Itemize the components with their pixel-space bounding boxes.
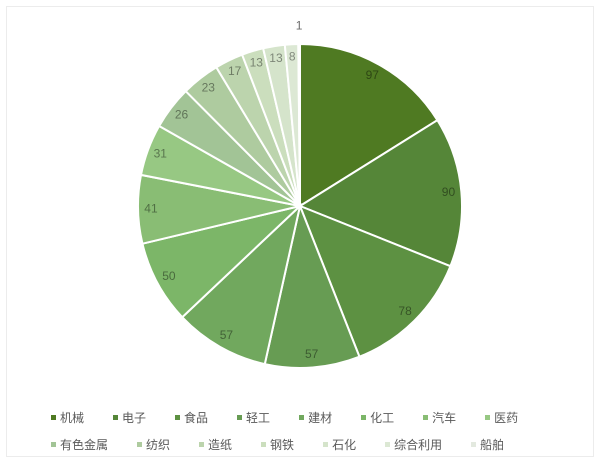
svg-text:41: 41 xyxy=(144,201,158,215)
svg-text:13: 13 xyxy=(269,51,283,65)
svg-text:8: 8 xyxy=(289,49,296,63)
svg-text:26: 26 xyxy=(175,108,189,122)
svg-text:1: 1 xyxy=(296,18,303,32)
svg-text:57: 57 xyxy=(220,328,234,342)
svg-text:90: 90 xyxy=(442,185,456,199)
svg-text:13: 13 xyxy=(250,56,264,70)
svg-text:78: 78 xyxy=(398,304,412,318)
svg-text:31: 31 xyxy=(154,146,168,160)
svg-text:97: 97 xyxy=(366,68,380,82)
svg-text:17: 17 xyxy=(228,64,242,78)
svg-text:57: 57 xyxy=(305,347,319,361)
svg-text:50: 50 xyxy=(162,269,176,283)
svg-text:23: 23 xyxy=(202,81,216,95)
